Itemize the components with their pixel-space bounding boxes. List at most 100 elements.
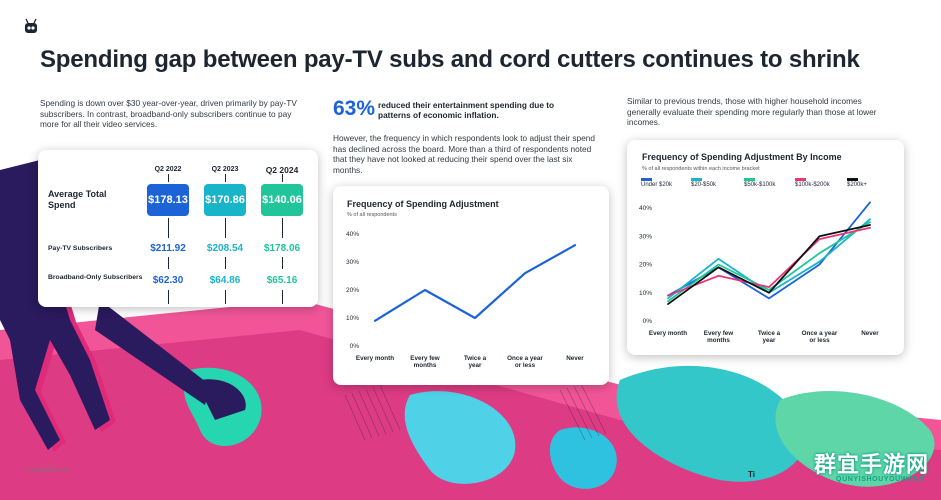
pay-tv-value: $208.54 (206, 243, 244, 254)
y-tick-label: 30% (346, 259, 359, 266)
spending-adjustment-chart: 0% 10% 20% 30% 40% Every month Every few months… (346, 231, 584, 369)
column-tick (282, 174, 283, 182)
x-tick-label-line: Never (566, 355, 584, 362)
x-tick-label-line: or less (809, 337, 830, 344)
y-tick-label: 0% (350, 343, 360, 350)
x-tick-label-line: Twice a (464, 355, 487, 362)
watermark-main: 群宜手游网 (813, 452, 929, 477)
legend-item: $200k+ (847, 178, 891, 188)
teal-wave-far-right (775, 391, 935, 487)
chart-title: Frequency of Spending Adjustment By Inco… (642, 152, 842, 162)
site-watermark: 群宜手游网 QUNYISHOUYOUWANG (773, 444, 933, 494)
income-chart-card (627, 140, 904, 355)
teal-wave-right (616, 365, 806, 482)
stat-text: reduced their entertainment spending due… (378, 100, 555, 120)
watermark-sub: QUNYISHOUYOUWANG (836, 476, 925, 483)
x-tick-label-line: Every few (410, 355, 440, 362)
footer-partial-text: Ti (748, 470, 755, 479)
x-tick-label: Once a year or less (802, 330, 838, 344)
income-legend: Under $20k $20-$50k $50k-$100k $100k-$20… (641, 178, 891, 196)
broadband-value: $65.16 (266, 275, 298, 286)
x-tick-label: Twice a year (464, 355, 487, 369)
intro-middle-text: However, the frequency in which responde… (333, 133, 595, 175)
series-line (373, 244, 577, 322)
legend-label: $100k-$200k (795, 181, 830, 188)
x-tick-label-line: year (469, 362, 483, 369)
legend-label: Under $20k (641, 181, 673, 188)
x-tick-label: Never (566, 355, 584, 362)
x-tick-label-line: or less (515, 362, 536, 369)
x-tick-label-line: months (707, 337, 730, 344)
broadband-value: $64.86 (209, 275, 241, 286)
series-line (667, 226, 871, 297)
quarter-header: Q2 2022 (154, 166, 182, 173)
series-line (667, 221, 871, 303)
legend-swatch (847, 178, 858, 181)
intro-left-text: Spending is down over $30 year-over-year… (40, 98, 297, 130)
x-tick-label: Never (861, 330, 879, 337)
x-tick-label-line: Every month (649, 330, 687, 337)
x-tick-label: Once a year or less (507, 355, 543, 369)
x-tick-label: Every few months (704, 330, 734, 344)
y-tick-label: 30% (639, 233, 652, 240)
quarter-header: Q2 2023 (211, 166, 239, 173)
legend-label: $20-$50k (691, 181, 717, 188)
quarter-header: Q2 2024 (265, 165, 299, 175)
row-label-average-total-spend: Average Total Spend (48, 189, 107, 210)
column-tick (168, 174, 169, 182)
legend-swatch (641, 178, 652, 181)
x-tick-label: Every month (649, 330, 687, 337)
column-tick (282, 290, 283, 304)
chart-subtitle: % of all respondents (347, 212, 397, 218)
average-spend-pill: $178.13 (147, 184, 189, 216)
x-tick-label: Every few months (410, 355, 440, 369)
hatched-ribbon (344, 383, 607, 441)
pay-tv-value: $211.92 (150, 243, 186, 254)
x-tick-label-line: Once a year (802, 330, 838, 337)
y-tick-label: 20% (639, 262, 652, 269)
row-label-broadband-only: Broadband-Only Subscribers (48, 274, 143, 281)
average-spend-pill: $170.86 (204, 184, 246, 216)
chart-subtitle: % of all respondents within each income … (642, 166, 760, 172)
x-tick-label-line: Never (861, 330, 879, 337)
x-tick-label-line: months (414, 362, 437, 369)
legend-item: $50k-$100k (744, 178, 778, 188)
column-tick (282, 257, 283, 269)
row-label-pay-tv: Pay-TV Subscribers (48, 245, 113, 252)
teal-wave-center (404, 391, 516, 484)
legend-label: $50k-$100k (744, 181, 776, 188)
y-tick-label: 40% (346, 231, 359, 238)
intro-right-text: Similar to previous trends, those with h… (627, 96, 877, 128)
column-tick (168, 218, 169, 238)
copyright-text: © 2024 TiVo Inc. (26, 468, 71, 474)
broadband-value: $62.30 (152, 275, 184, 286)
column-tick (225, 290, 226, 304)
y-tick-label: 40% (639, 205, 652, 212)
average-spend-pill: $140.06 (261, 184, 303, 216)
column-tick (225, 257, 226, 269)
x-tick-label: Twice a year (758, 330, 781, 344)
legend-item: Under $20k (641, 178, 681, 188)
y-tick-label: 10% (639, 290, 652, 297)
income-chart: 0% 10% 20% 30% 40% Every month Every few months… (639, 201, 879, 344)
legend-swatch (691, 178, 702, 181)
y-tick-label: 20% (346, 287, 359, 294)
pay-tv-value: $178.06 (263, 243, 301, 254)
teal-wave-small (549, 427, 617, 489)
x-tick-label-line: Every few (704, 330, 734, 337)
spend-table-card: Q2 2022 Q2 2023 Q2 2024 Average Total Sp… (38, 150, 318, 307)
x-tick-label-line: Twice a (758, 330, 781, 337)
y-tick-label: 10% (346, 315, 359, 322)
tivo-logo-icon (25, 18, 37, 33)
x-tick-label-line: year (763, 337, 777, 344)
column-tick (282, 218, 283, 238)
y-tick-label: 0% (643, 318, 653, 325)
x-tick-label: Every month (356, 355, 394, 362)
column-tick (168, 290, 169, 304)
column-tick (168, 257, 169, 269)
column-tick (225, 218, 226, 238)
page-title: Spending gap between pay-TV subs and cor… (40, 46, 860, 73)
legend-swatch (744, 178, 755, 181)
